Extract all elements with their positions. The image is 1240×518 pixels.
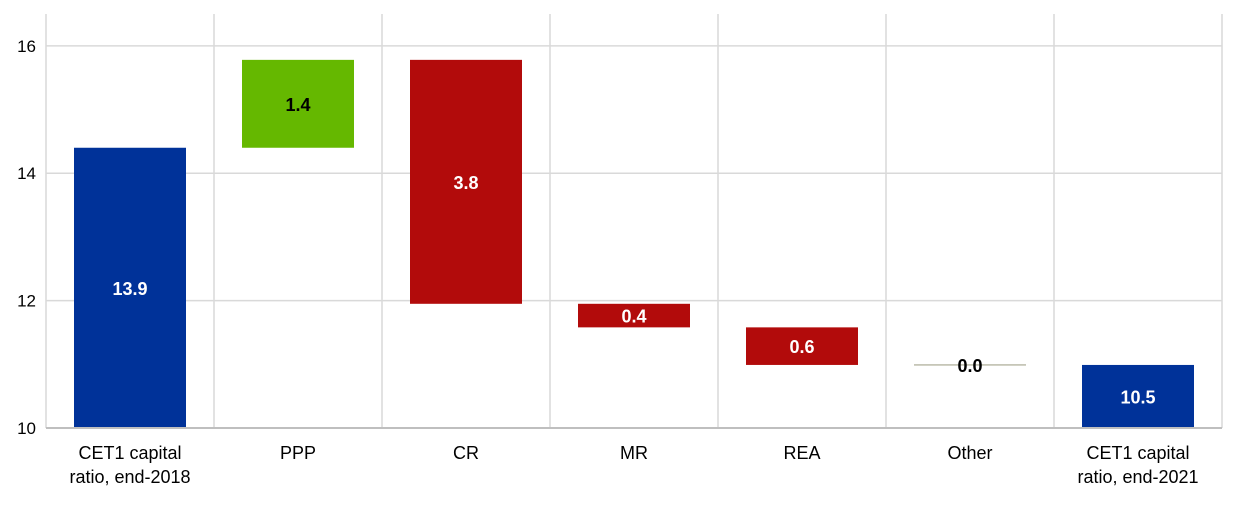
label-layer: 10 12 14 16 13.9 1.4 3.8 0.4 0.6 0.0 10.5 CET1 capi… bbox=[17, 37, 1198, 487]
x-tick-label: PPP bbox=[280, 443, 316, 463]
y-tick-label: 16 bbox=[17, 37, 36, 56]
data-label-0: 13.9 bbox=[112, 279, 147, 299]
data-label-3: 0.4 bbox=[621, 307, 646, 327]
bar-6 bbox=[1082, 364, 1194, 428]
x-tick-label: MR bbox=[620, 443, 648, 463]
data-label-5: 0.0 bbox=[957, 356, 982, 376]
y-tick-label: 12 bbox=[17, 292, 36, 311]
bar-4 bbox=[746, 327, 858, 365]
x-tick-label: CET1 capital ratio, end-2018 bbox=[69, 443, 190, 487]
data-label-4: 0.6 bbox=[789, 337, 814, 357]
x-tick-label: CET1 capital ratio, end-2021 bbox=[1077, 443, 1198, 487]
y-tick-label: 10 bbox=[17, 419, 36, 438]
data-label-6: 10.5 bbox=[1120, 387, 1155, 407]
bar-0 bbox=[74, 147, 186, 428]
bar-3 bbox=[578, 303, 690, 328]
x-tick-label: Other bbox=[947, 443, 992, 463]
data-label-2: 3.8 bbox=[453, 173, 478, 193]
x-tick-label: CR bbox=[453, 443, 479, 463]
bar-layer bbox=[74, 59, 1194, 428]
grid-layer bbox=[45, 14, 1223, 428]
y-tick-label: 14 bbox=[17, 164, 36, 183]
x-tick-label: REA bbox=[783, 443, 820, 463]
data-label-1: 1.4 bbox=[285, 95, 310, 115]
bar-2 bbox=[410, 59, 522, 304]
bar-1 bbox=[242, 59, 354, 148]
